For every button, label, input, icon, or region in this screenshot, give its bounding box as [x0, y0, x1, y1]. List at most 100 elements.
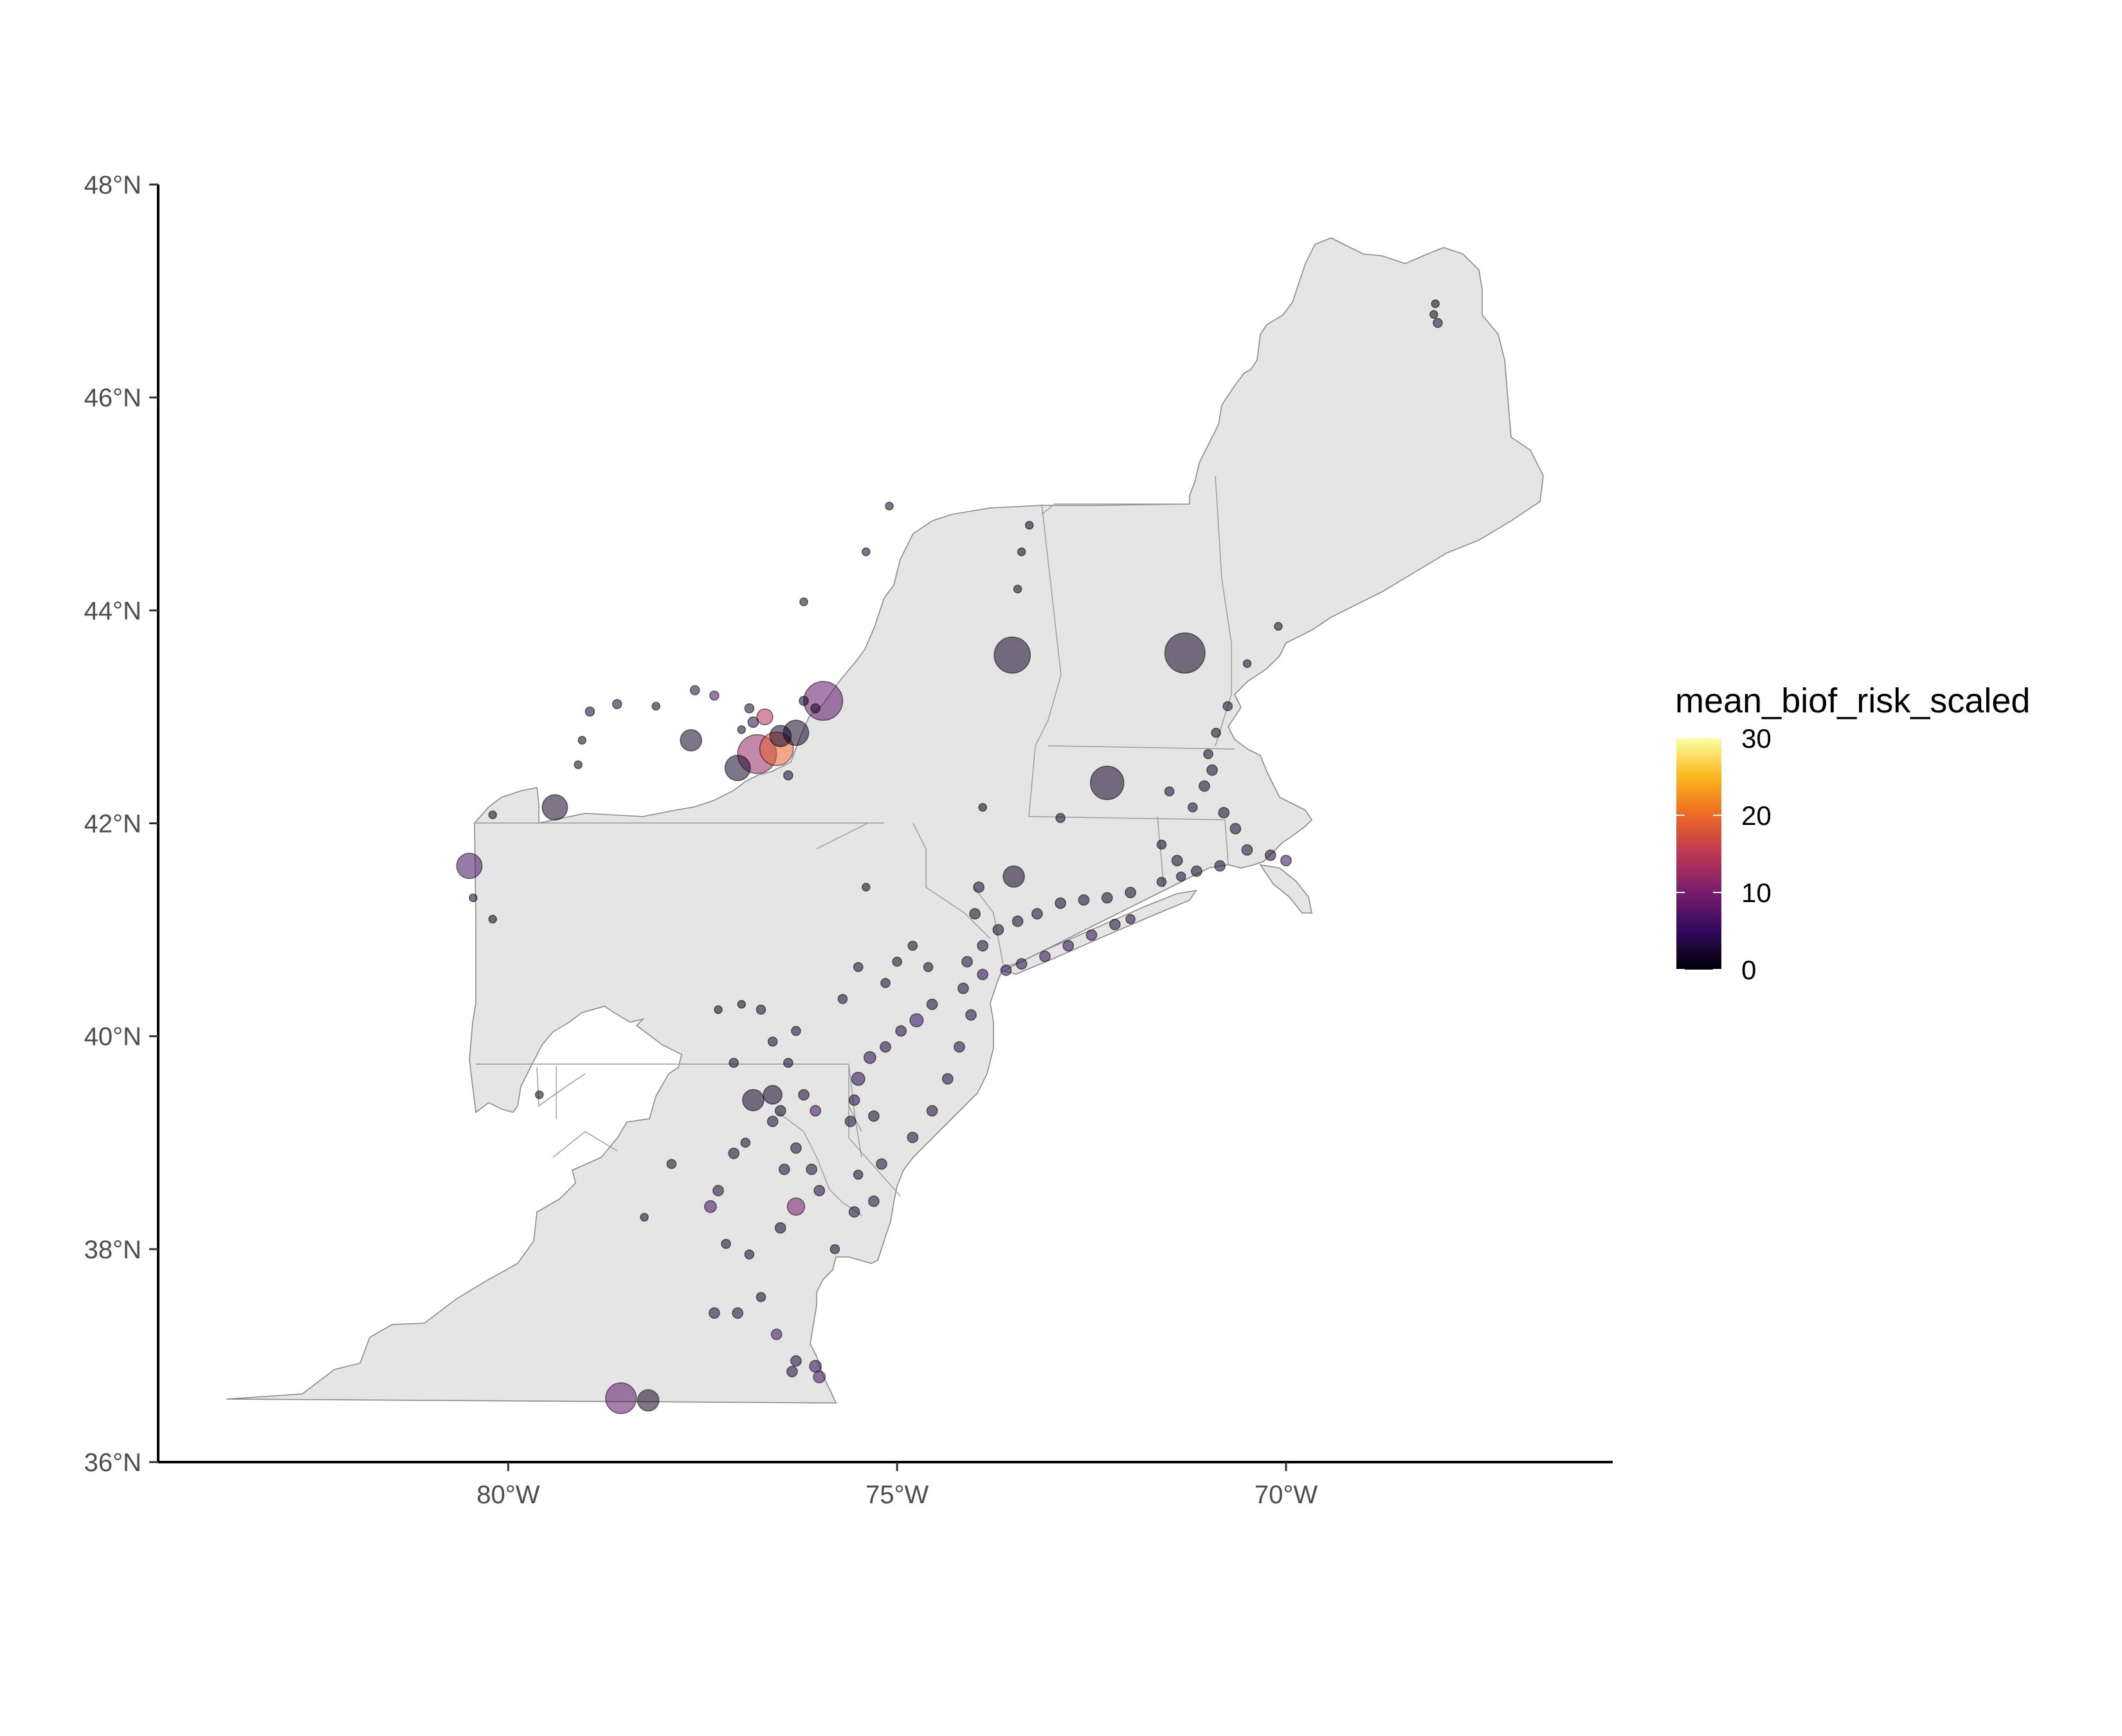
site-point	[732, 1307, 744, 1319]
northeast-land	[226, 237, 1544, 1404]
site-point	[1242, 659, 1252, 668]
site-point	[907, 941, 918, 951]
site-point	[778, 1163, 790, 1175]
site-point	[907, 1132, 919, 1143]
site-point	[853, 962, 864, 972]
site-point	[957, 982, 969, 995]
site-point	[844, 1116, 857, 1128]
site-point	[1431, 299, 1440, 309]
site-point	[1078, 894, 1090, 906]
site-point	[1089, 765, 1125, 800]
site-point	[1109, 918, 1121, 930]
site-point	[1187, 802, 1198, 813]
site-point	[926, 999, 938, 1010]
site-point	[712, 1184, 724, 1197]
site-point	[992, 924, 1004, 936]
site-point	[1011, 915, 1024, 927]
site-point	[923, 962, 934, 972]
site-point	[742, 1089, 765, 1112]
site-point	[534, 1090, 544, 1099]
site-point	[744, 1249, 755, 1260]
x-tick-label: 75°W	[866, 1481, 929, 1509]
site-point	[637, 1389, 660, 1412]
legend-tick-label: 0	[1741, 955, 1756, 985]
y-tick-label: 46°N	[84, 384, 141, 412]
site-point	[853, 1170, 864, 1180]
site-point	[837, 993, 848, 1004]
cape-cod	[1259, 863, 1312, 914]
site-point	[885, 502, 894, 511]
site-point	[977, 968, 989, 981]
site-point	[740, 1137, 751, 1148]
site-point	[1055, 897, 1067, 909]
site-point	[574, 760, 583, 770]
legend-colorbar	[1676, 738, 1721, 970]
site-point	[737, 1000, 747, 1009]
site-point	[724, 754, 751, 781]
site-point	[880, 1041, 891, 1053]
site-point	[747, 716, 759, 728]
site-point	[1156, 876, 1167, 887]
site-point	[1199, 780, 1210, 792]
site-point	[1017, 547, 1026, 557]
site-point	[1164, 786, 1175, 797]
site-point	[786, 1366, 798, 1378]
site-point	[1429, 310, 1438, 319]
site-point	[1175, 871, 1186, 882]
site-point	[737, 725, 747, 734]
legend-tick-label: 10	[1741, 878, 1772, 908]
region-basemap	[226, 237, 1544, 1404]
site-point	[799, 597, 808, 606]
site-point	[708, 1307, 720, 1319]
y-tick-label: 36°N	[84, 1449, 141, 1477]
site-point	[810, 1105, 822, 1117]
site-point	[1432, 318, 1443, 329]
site-point	[977, 940, 989, 952]
site-point	[791, 1026, 801, 1036]
site-point	[1002, 865, 1025, 888]
legend-title: mean_biof_risk_scaled	[1675, 682, 2030, 720]
site-point	[1218, 807, 1230, 818]
site-point	[756, 1004, 766, 1015]
x-axis: 80°W 75°W 70°W	[158, 1461, 1613, 1509]
site-point	[790, 1355, 802, 1367]
site-point	[848, 1094, 860, 1106]
site-point	[1039, 950, 1051, 963]
site-point	[756, 708, 774, 726]
site-point	[1013, 584, 1022, 594]
site-point	[612, 699, 622, 709]
site-point	[729, 1058, 739, 1068]
site-point	[798, 1089, 810, 1101]
site-point	[1055, 813, 1066, 824]
site-point	[1211, 727, 1221, 738]
site-point	[744, 703, 755, 714]
site-point	[848, 1206, 860, 1218]
site-point	[456, 853, 483, 880]
site-point	[813, 1370, 826, 1384]
site-point	[774, 1222, 786, 1234]
site-point	[770, 1328, 783, 1341]
site-point	[1241, 844, 1253, 856]
site-point	[721, 1238, 731, 1249]
site-point	[867, 1195, 880, 1207]
site-point	[1280, 854, 1292, 867]
site-point	[786, 1197, 806, 1216]
site-point	[867, 1110, 880, 1122]
site-point	[1125, 887, 1136, 899]
site-point	[605, 1382, 637, 1415]
site-point	[1024, 521, 1034, 530]
site-point	[965, 1009, 977, 1021]
site-point	[756, 1292, 766, 1303]
site-point	[851, 1071, 866, 1086]
x-tick-label: 80°W	[476, 1481, 540, 1509]
site-point	[809, 1360, 822, 1373]
site-point	[1214, 860, 1226, 872]
site-point	[469, 893, 478, 903]
site-point	[689, 685, 700, 696]
site-point	[876, 1158, 887, 1170]
site-point	[1171, 854, 1183, 867]
site-point	[783, 1058, 793, 1068]
site-point	[941, 1073, 954, 1085]
y-tick-label: 40°N	[84, 1023, 141, 1051]
y-tick-label: 42°N	[84, 810, 141, 838]
